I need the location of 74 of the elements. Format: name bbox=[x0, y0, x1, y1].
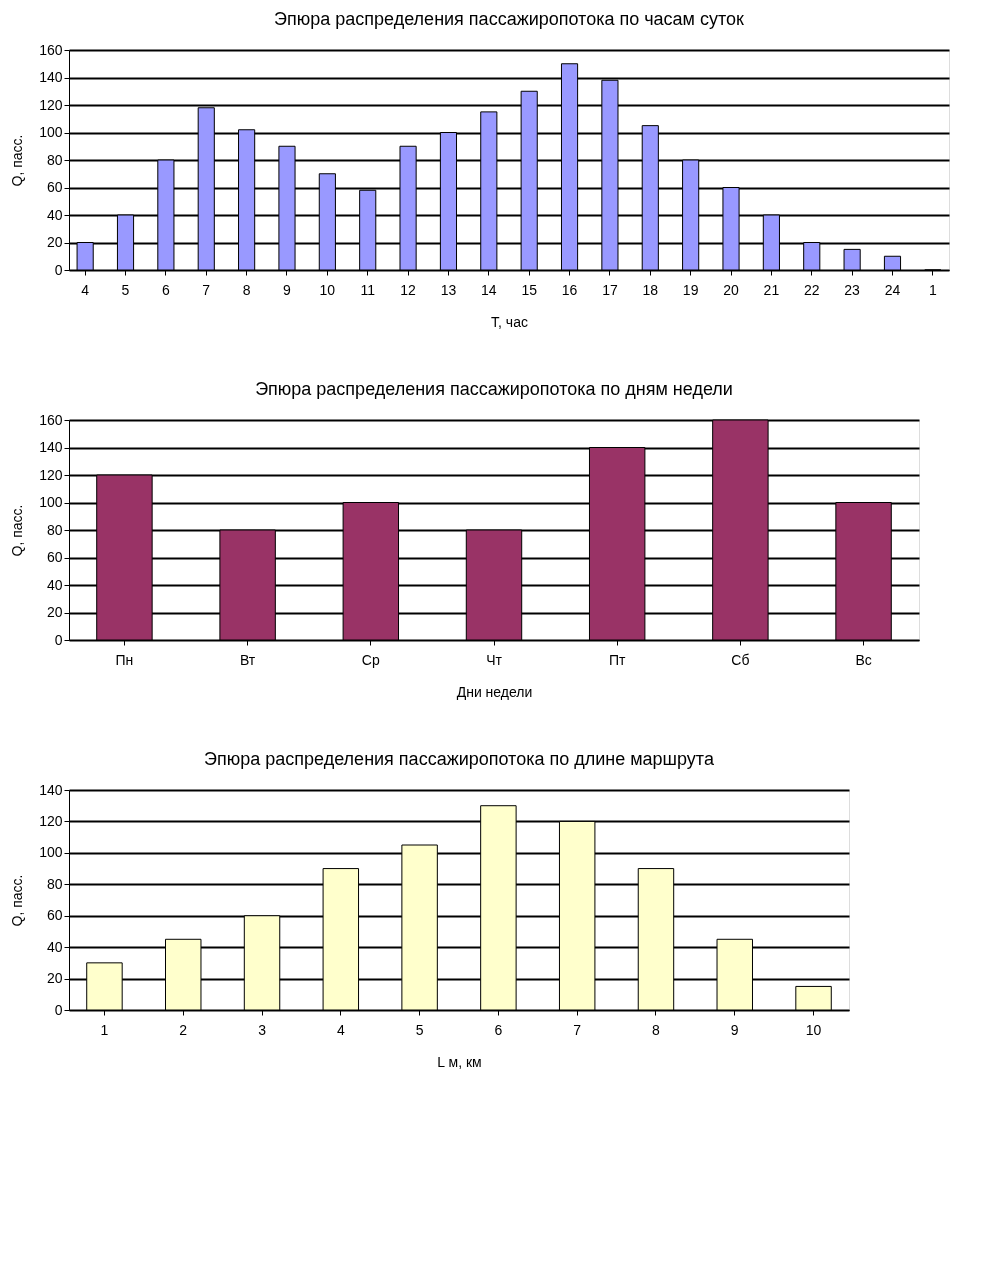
x-tick-label: Пн bbox=[115, 651, 134, 668]
x-tick-label: 8 bbox=[242, 281, 251, 298]
y-tick-label: 140 bbox=[39, 69, 63, 85]
x-tick-label: 9 bbox=[730, 1021, 739, 1038]
x-tick-label: 4 bbox=[81, 281, 90, 298]
y-tick-label: 60 bbox=[46, 907, 63, 924]
y-tick-label: 40 bbox=[46, 206, 63, 223]
y-tick-label: 20 bbox=[46, 970, 63, 987]
y-tick-label: 80 bbox=[46, 875, 63, 892]
x-tick-label: 10 bbox=[319, 281, 336, 298]
y-tick-label: 100 bbox=[39, 124, 63, 140]
x-tick-label: 7 bbox=[573, 1021, 582, 1038]
x-tick-label: Сб bbox=[731, 651, 750, 668]
x-tick-label: 6 bbox=[161, 281, 170, 298]
y-tick-label: 80 bbox=[46, 521, 63, 538]
y-tick-label: 0 bbox=[54, 1001, 63, 1018]
x-tick-label: 18 bbox=[642, 281, 659, 298]
x-tick-label: Ср bbox=[361, 651, 380, 668]
y-tick-label: 40 bbox=[46, 576, 63, 593]
y-tick-label: 120 bbox=[39, 466, 63, 483]
x-axis-title: L м, км bbox=[437, 1053, 482, 1070]
x-tick-label: 7 bbox=[202, 281, 211, 298]
y-tick-label: 120 bbox=[39, 812, 63, 829]
x-tick-label: 5 bbox=[121, 281, 130, 298]
x-tick-label: 6 bbox=[494, 1021, 503, 1038]
x-tick-label: 21 bbox=[763, 281, 780, 298]
x-tick-label: Вс bbox=[855, 651, 872, 668]
x-tick-label: 24 bbox=[884, 281, 901, 298]
y-tick-label: 0 bbox=[54, 261, 63, 278]
y-tick-label: 20 bbox=[46, 604, 63, 620]
y-axis-title: Q, пасс. bbox=[9, 134, 26, 187]
y-tick-label: 100 bbox=[39, 494, 63, 510]
x-tick-label: 23 bbox=[844, 281, 861, 298]
chart-title: Эпюра распределения пассажиропотока по дням недели bbox=[255, 379, 733, 399]
y-tick-label: 0 bbox=[54, 631, 63, 648]
y-tick-label: 60 bbox=[46, 549, 63, 565]
y-tick-label: 80 bbox=[46, 151, 63, 168]
x-tick-label: 15 bbox=[521, 281, 538, 298]
y-tick-label: 140 bbox=[39, 781, 63, 798]
y-tick-label: 120 bbox=[39, 96, 63, 113]
x-tick-label: 12 bbox=[400, 281, 417, 298]
y-tick-label: 100 bbox=[39, 844, 63, 861]
x-tick-label: Чт bbox=[486, 651, 503, 668]
x-tick-label: Вт bbox=[239, 651, 256, 668]
y-tick-label: 160 bbox=[39, 41, 63, 58]
x-tick-label: Пт bbox=[608, 651, 627, 668]
chart-title: Эпюра распределения пассажиропотока по длине маршрута bbox=[204, 749, 715, 769]
y-axis-title: Q, пасс. bbox=[9, 874, 26, 927]
x-axis-title: Т, час bbox=[491, 313, 528, 330]
y-tick-label: 40 bbox=[46, 938, 63, 955]
x-tick-label: 22 bbox=[803, 281, 820, 298]
y-tick-label: 160 bbox=[39, 411, 63, 428]
x-tick-label: 9 bbox=[283, 281, 292, 298]
x-tick-label: 1 bbox=[928, 281, 937, 298]
x-axis-title: Дни недели bbox=[456, 683, 533, 700]
x-tick-label: 16 bbox=[561, 281, 578, 298]
x-tick-label: 10 bbox=[805, 1021, 822, 1038]
y-tick-label: 140 bbox=[39, 439, 63, 455]
chart-title: Эпюра распределения пассажиропотока по часам суток bbox=[274, 9, 745, 29]
x-tick-label: 14 bbox=[481, 281, 497, 298]
x-tick-label: 20 bbox=[723, 281, 740, 298]
x-tick-label: 3 bbox=[258, 1021, 267, 1038]
x-tick-label: 5 bbox=[415, 1021, 424, 1038]
x-tick-label: 1 bbox=[100, 1021, 109, 1038]
x-tick-label: 17 bbox=[602, 281, 618, 298]
x-tick-label: 4 bbox=[336, 1021, 345, 1038]
y-axis-title: Q, пасс. bbox=[9, 504, 26, 557]
x-tick-label: 2 bbox=[179, 1021, 188, 1038]
x-tick-label: 13 bbox=[440, 281, 457, 298]
y-tick-label: 60 bbox=[46, 179, 63, 195]
x-tick-label: 19 bbox=[682, 281, 699, 298]
x-tick-label: 8 bbox=[652, 1021, 661, 1038]
y-tick-label: 20 bbox=[46, 234, 63, 250]
x-tick-label: 11 bbox=[360, 281, 376, 298]
